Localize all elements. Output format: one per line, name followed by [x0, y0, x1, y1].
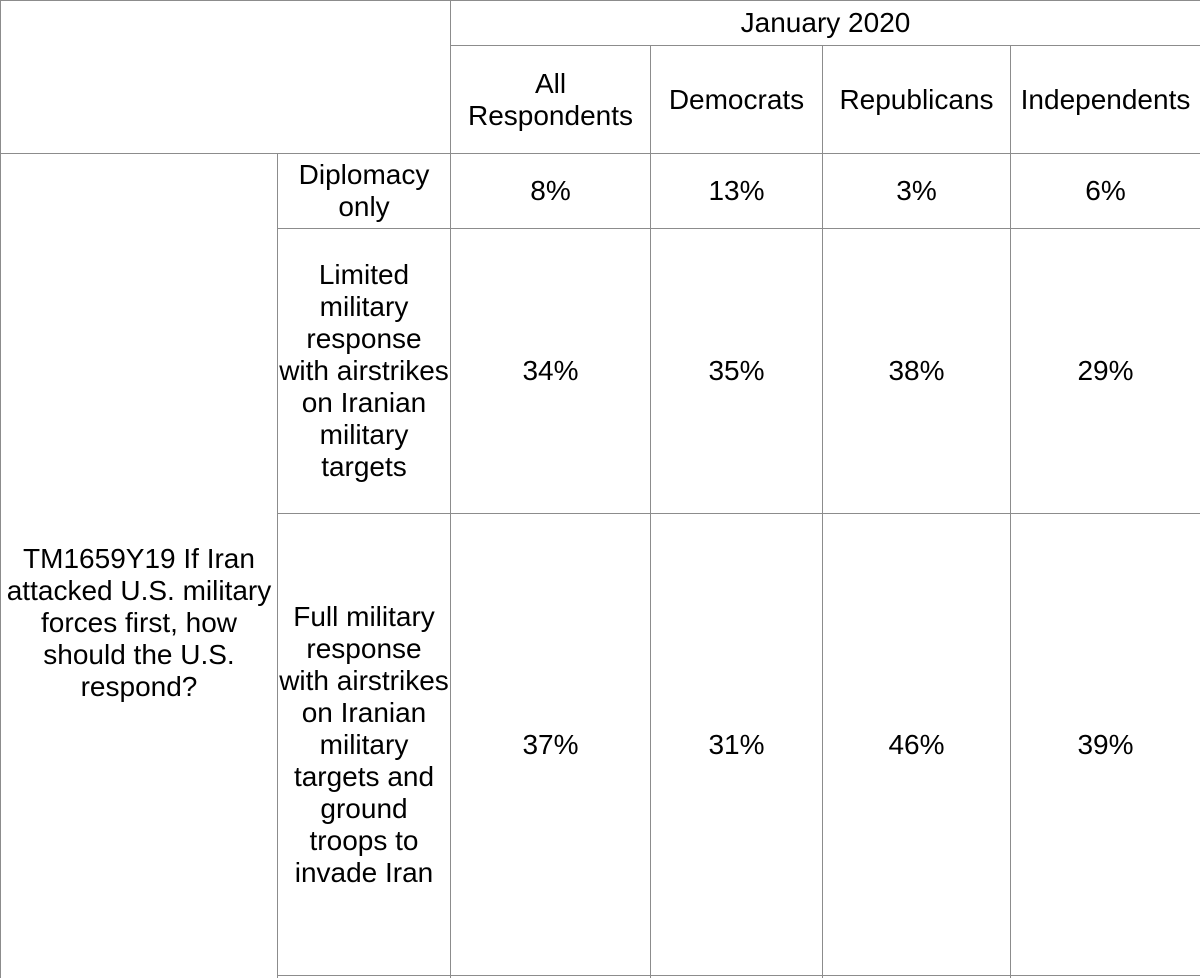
column-header-independents: Independents	[1010, 45, 1200, 154]
value-cell: 37%	[450, 513, 651, 976]
value-cell: 3%	[822, 153, 1011, 229]
value-cell: 38%	[822, 228, 1011, 514]
blank-corner-cell	[0, 0, 451, 154]
row-label-limited-military-response: Limited military response with airstrike…	[277, 228, 451, 514]
value-cell: 13%	[650, 153, 823, 229]
period-header: January 2020	[450, 0, 1200, 46]
row-label-full-military-response: Full military response with airstrikes o…	[277, 513, 451, 976]
value-cell: 46%	[822, 513, 1011, 976]
value-cell: 8%	[450, 153, 651, 229]
value-cell: 31%	[650, 513, 823, 976]
value-cell: 29%	[1010, 228, 1200, 514]
value-cell: 6%	[1010, 153, 1200, 229]
value-cell: 35%	[650, 228, 823, 514]
column-header-democrats: Democrats	[650, 45, 823, 154]
value-cell: 34%	[450, 228, 651, 514]
column-header-all-respondents: All Respondents	[450, 45, 651, 154]
column-header-republicans: Republicans	[822, 45, 1011, 154]
row-label-diplomacy-only: Diplomacy only	[277, 153, 451, 229]
value-cell: 39%	[1010, 513, 1200, 976]
question-cell: TM1659Y19 If Iran attacked U.S. military…	[0, 153, 278, 978]
